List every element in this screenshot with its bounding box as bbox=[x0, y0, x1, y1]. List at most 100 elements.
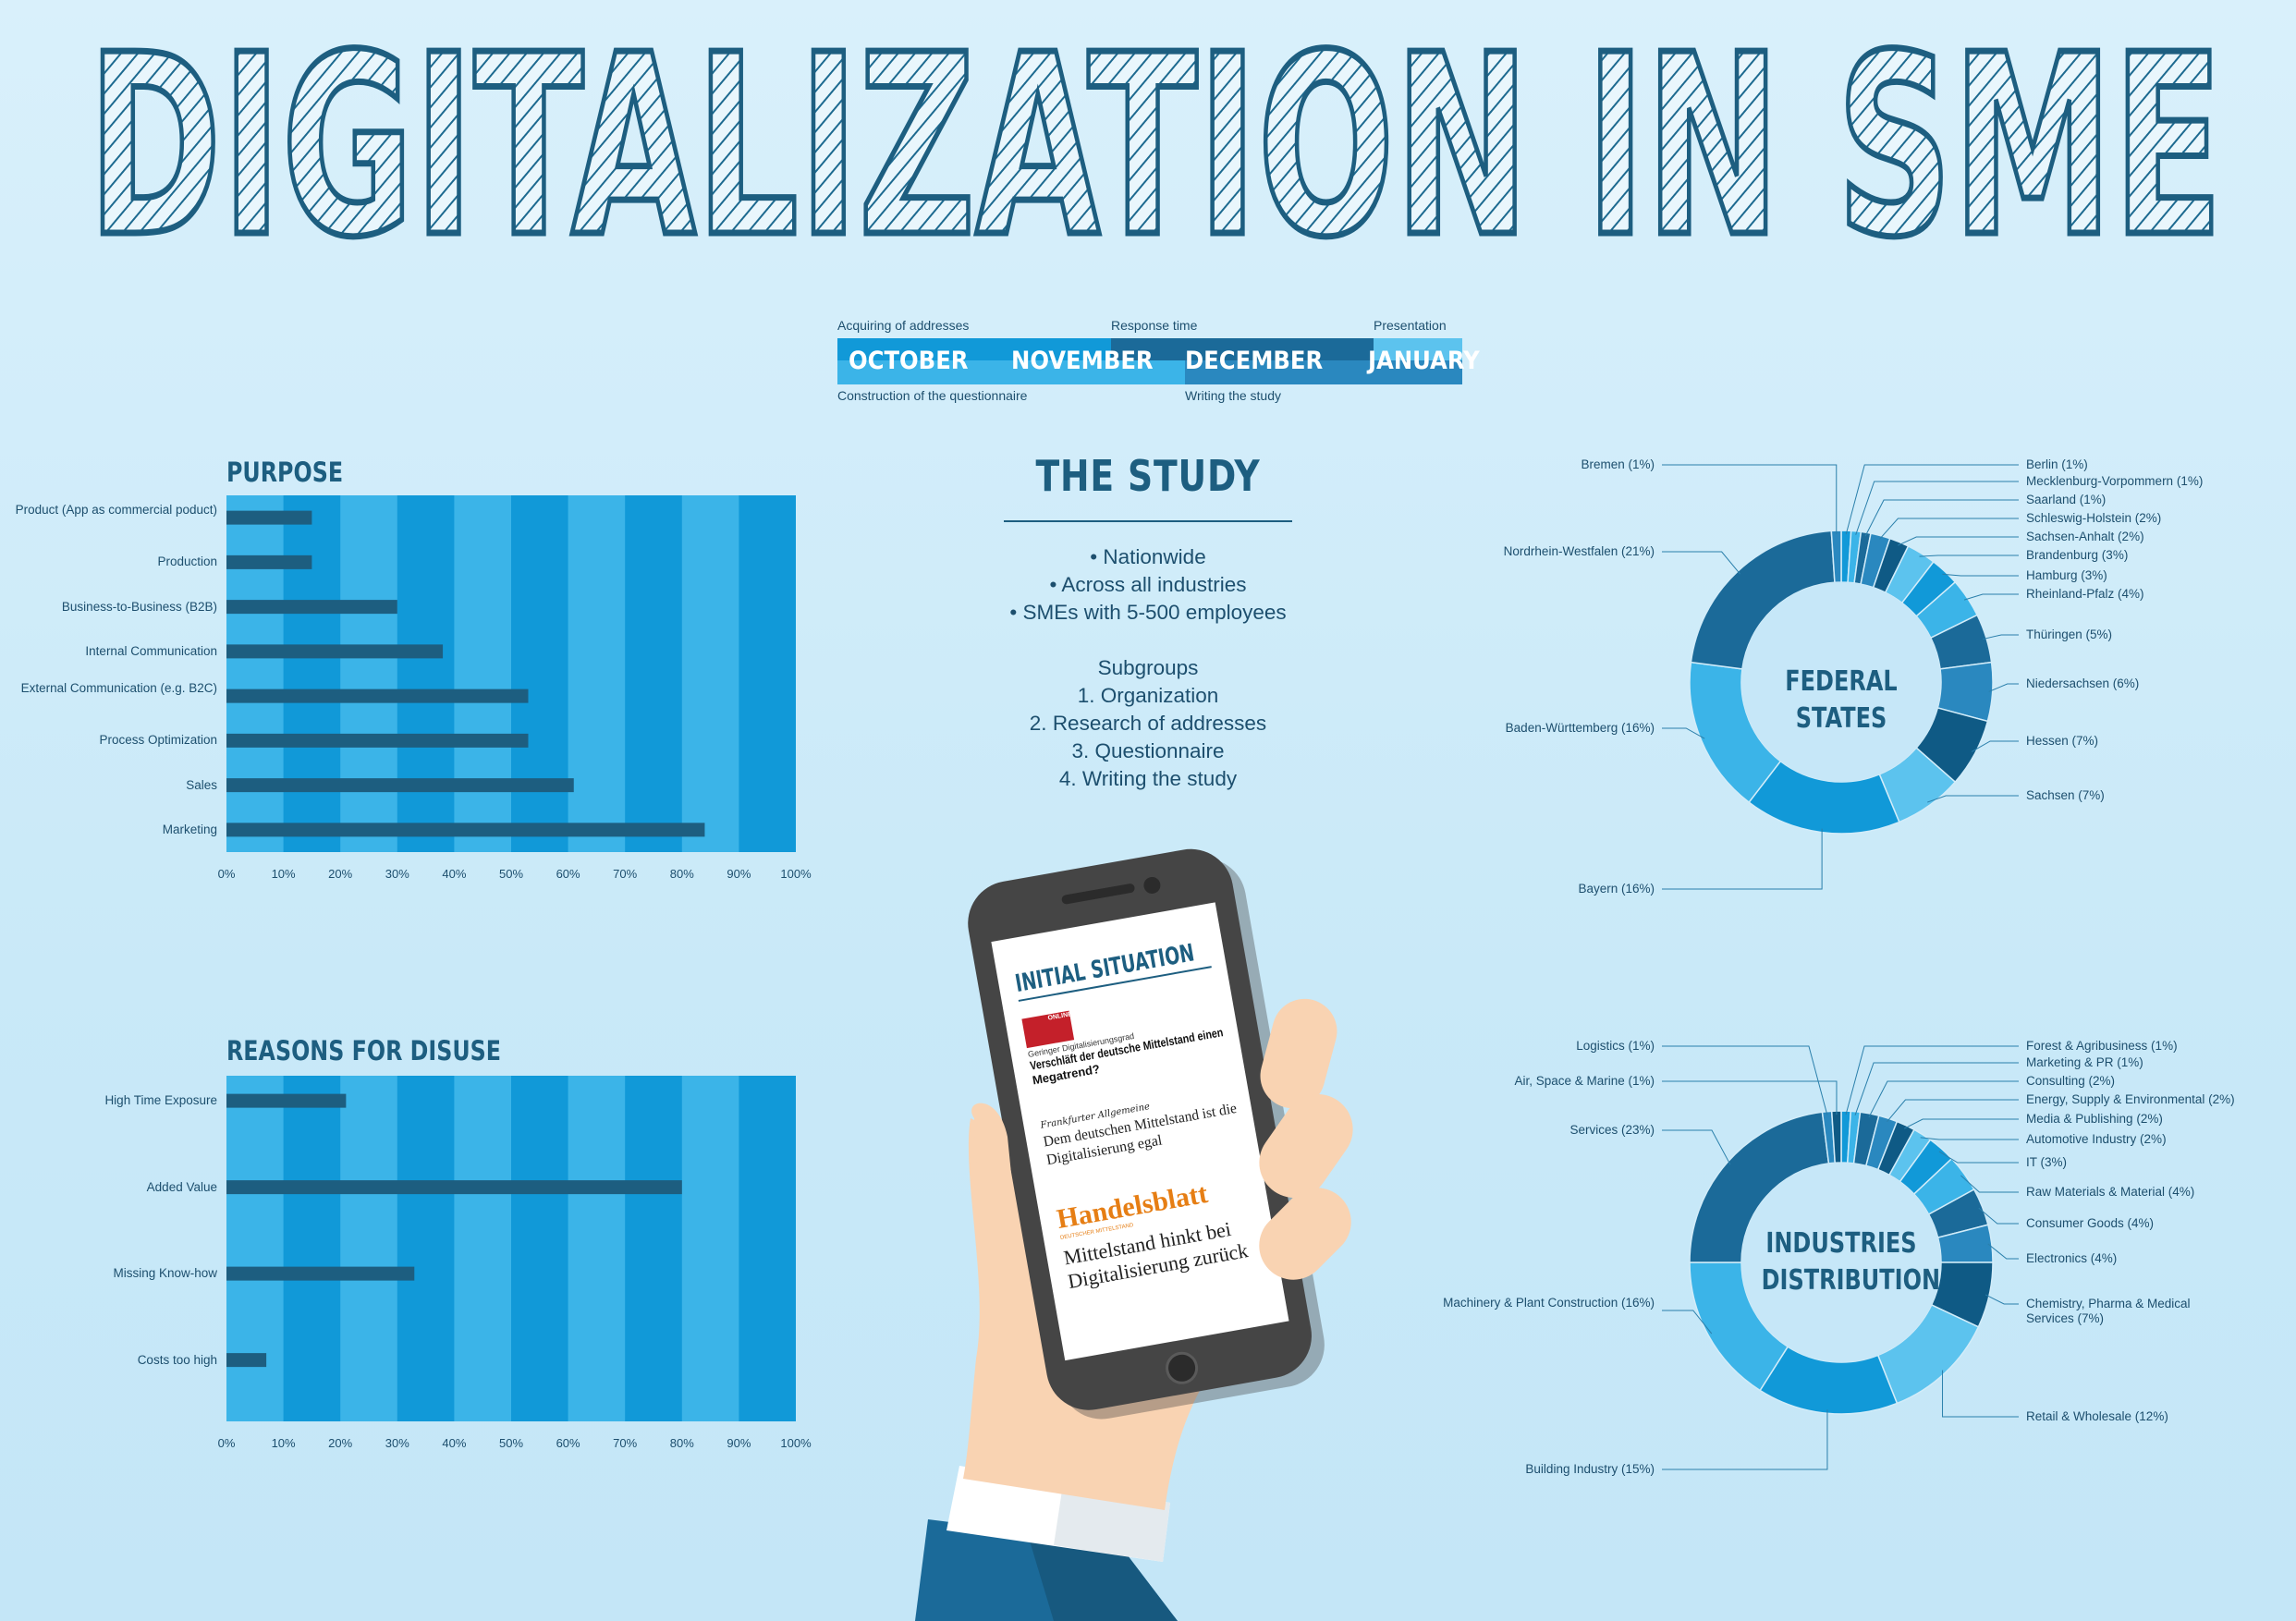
donut-label: Sachsen-Anhalt (2%) bbox=[2026, 530, 2144, 543]
donut-label: Automotive Industry (2%) bbox=[2026, 1132, 2167, 1146]
leader-line bbox=[1985, 1294, 2019, 1305]
leader-line bbox=[1963, 593, 2019, 601]
timeline-phase-bottom-2: Writing the study bbox=[1185, 388, 1282, 403]
x-tick-label: 20% bbox=[328, 867, 353, 881]
leader-line bbox=[1662, 1080, 1838, 1115]
study-bullet-1: • Nationwide bbox=[1090, 545, 1206, 568]
donut-label: Chemistry, Pharma & Medical Services (7%… bbox=[2026, 1297, 2191, 1325]
timeline: Acquiring of addresses Response time Pre… bbox=[837, 314, 1480, 407]
bar bbox=[226, 555, 312, 569]
month-december: DECEMBER bbox=[1185, 347, 1324, 375]
donut-label: IT (3%) bbox=[2026, 1155, 2068, 1169]
study-title: THE STUDY bbox=[1035, 451, 1261, 501]
category-label: Internal Communication bbox=[85, 643, 217, 658]
title-text: DIGITALIZATION IN SME bbox=[88, 9, 2223, 277]
donut-label: Bayern (16%) bbox=[1578, 882, 1655, 896]
donut-label: Saarland (1%) bbox=[2026, 493, 2107, 506]
grid-band bbox=[568, 495, 626, 852]
grid-band bbox=[283, 1076, 341, 1421]
leader-line bbox=[1662, 1409, 1828, 1470]
x-tick-label: 100% bbox=[780, 867, 812, 881]
finger-3 bbox=[1259, 1188, 1351, 1280]
bar bbox=[226, 1093, 347, 1108]
leader-line bbox=[1887, 1099, 2019, 1123]
hand-with-phone: INITIAL SITUATION ONLINE Geringer Digita… bbox=[915, 848, 1353, 1621]
donut-label: Machinery & Plant Construction (16%) bbox=[1443, 1296, 1655, 1310]
donut-label: Baden-Württemberg (16%) bbox=[1505, 721, 1655, 735]
category-label: Production bbox=[157, 555, 217, 569]
leader-line bbox=[1938, 1151, 2019, 1164]
x-tick-label: 80% bbox=[669, 1436, 694, 1450]
bar bbox=[226, 510, 312, 525]
leader-line bbox=[1927, 795, 2019, 803]
plot-area bbox=[226, 495, 796, 852]
donut-label: Building Industry (15%) bbox=[1525, 1462, 1655, 1476]
donut-label: Hamburg (3%) bbox=[2026, 568, 2107, 582]
donut-label: Hessen (7%) bbox=[2026, 734, 2099, 748]
plot-area bbox=[226, 1076, 796, 1421]
donut-label: Media & Publishing (2%) bbox=[2026, 1112, 2163, 1126]
leader-line bbox=[1662, 551, 1741, 575]
leader-line bbox=[1854, 1062, 2019, 1115]
study-bullet-3: • SMEs with 5-500 employees bbox=[1009, 601, 1287, 624]
donut-label: Services (23%) bbox=[1569, 1123, 1655, 1137]
category-label: Costs too high bbox=[137, 1352, 217, 1367]
timeline-phase-top-3: Presentation bbox=[1374, 318, 1447, 333]
x-tick-label: 50% bbox=[498, 1436, 524, 1450]
x-tick-label: 70% bbox=[613, 867, 638, 881]
timeline-phase-top-2: Response time bbox=[1111, 318, 1198, 333]
category-label: Added Value bbox=[146, 1179, 217, 1194]
category-label: External Communication (e.g. B2C) bbox=[20, 681, 217, 696]
donut-center-title: FEDERAL STATES bbox=[1741, 664, 1941, 737]
x-tick-label: 60% bbox=[556, 1436, 580, 1450]
donut-label: Forest & Agribusiness (1%) bbox=[2026, 1039, 2178, 1053]
bar bbox=[226, 733, 529, 748]
study-bullet-2: • Across all industries bbox=[1049, 573, 1247, 596]
donut-label: Nordrhein-Westfalen (21%) bbox=[1503, 544, 1655, 558]
x-tick-label: 30% bbox=[385, 867, 409, 881]
donut-label: Thüringen (5%) bbox=[2026, 628, 2113, 641]
x-tick-label: 60% bbox=[556, 867, 580, 881]
x-tick-label: 40% bbox=[442, 1436, 467, 1450]
donut-label: Energy, Supply & Environmental (2%) bbox=[2026, 1092, 2235, 1106]
donut-center-line: FEDERAL STATES bbox=[1785, 665, 1898, 735]
leader-line bbox=[1903, 1118, 2019, 1129]
study-divider bbox=[1004, 520, 1292, 522]
x-tick-label: 40% bbox=[442, 867, 467, 881]
timeline-phase-top-1: Acquiring of addresses bbox=[837, 318, 970, 333]
finger-1 bbox=[1260, 998, 1337, 1109]
month-january: JANUARY bbox=[1368, 347, 1480, 375]
x-tick-label: 90% bbox=[727, 1436, 751, 1450]
x-tick-label: 10% bbox=[271, 867, 296, 881]
leader-line bbox=[1662, 464, 1838, 535]
donut-label: Mecklenburg-Vorpommern (1%) bbox=[2026, 474, 2204, 488]
month-november: NOVEMBER bbox=[1011, 347, 1154, 375]
grid-band bbox=[625, 495, 683, 852]
chart-title: PURPOSE bbox=[226, 457, 344, 488]
donut-label: Electronics (4%) bbox=[2026, 1251, 2118, 1265]
grid-band bbox=[340, 495, 398, 852]
leader-line bbox=[1942, 573, 2019, 577]
x-tick-label: 50% bbox=[498, 867, 524, 881]
leader-line bbox=[1982, 634, 2019, 640]
donut-label: Berlin (1%) bbox=[2026, 457, 2088, 471]
leader-line bbox=[1971, 740, 2019, 752]
grid-band bbox=[739, 1076, 796, 1421]
x-tick-label: 20% bbox=[328, 1436, 353, 1450]
category-label: Process Optimization bbox=[99, 733, 217, 748]
donut-label: Raw Materials & Material (4%) bbox=[2026, 1185, 2195, 1199]
study-subgroups-title: Subgroups bbox=[1097, 656, 1199, 679]
grid-band bbox=[511, 495, 569, 852]
chart-title: REASONS FOR DISUSE bbox=[226, 1035, 502, 1066]
grid-band bbox=[681, 495, 739, 852]
donut-label: Logistics (1%) bbox=[1576, 1039, 1655, 1053]
bar bbox=[226, 600, 397, 615]
month-october: OCTOBER bbox=[849, 347, 969, 375]
x-tick-label: 0% bbox=[217, 867, 236, 881]
donut-label: Bremen (1%) bbox=[1581, 457, 1655, 471]
donut-label: Brandenburg (3%) bbox=[2026, 548, 2129, 562]
bar bbox=[226, 1180, 682, 1195]
category-label: Business-to-Business (B2B) bbox=[61, 599, 217, 614]
